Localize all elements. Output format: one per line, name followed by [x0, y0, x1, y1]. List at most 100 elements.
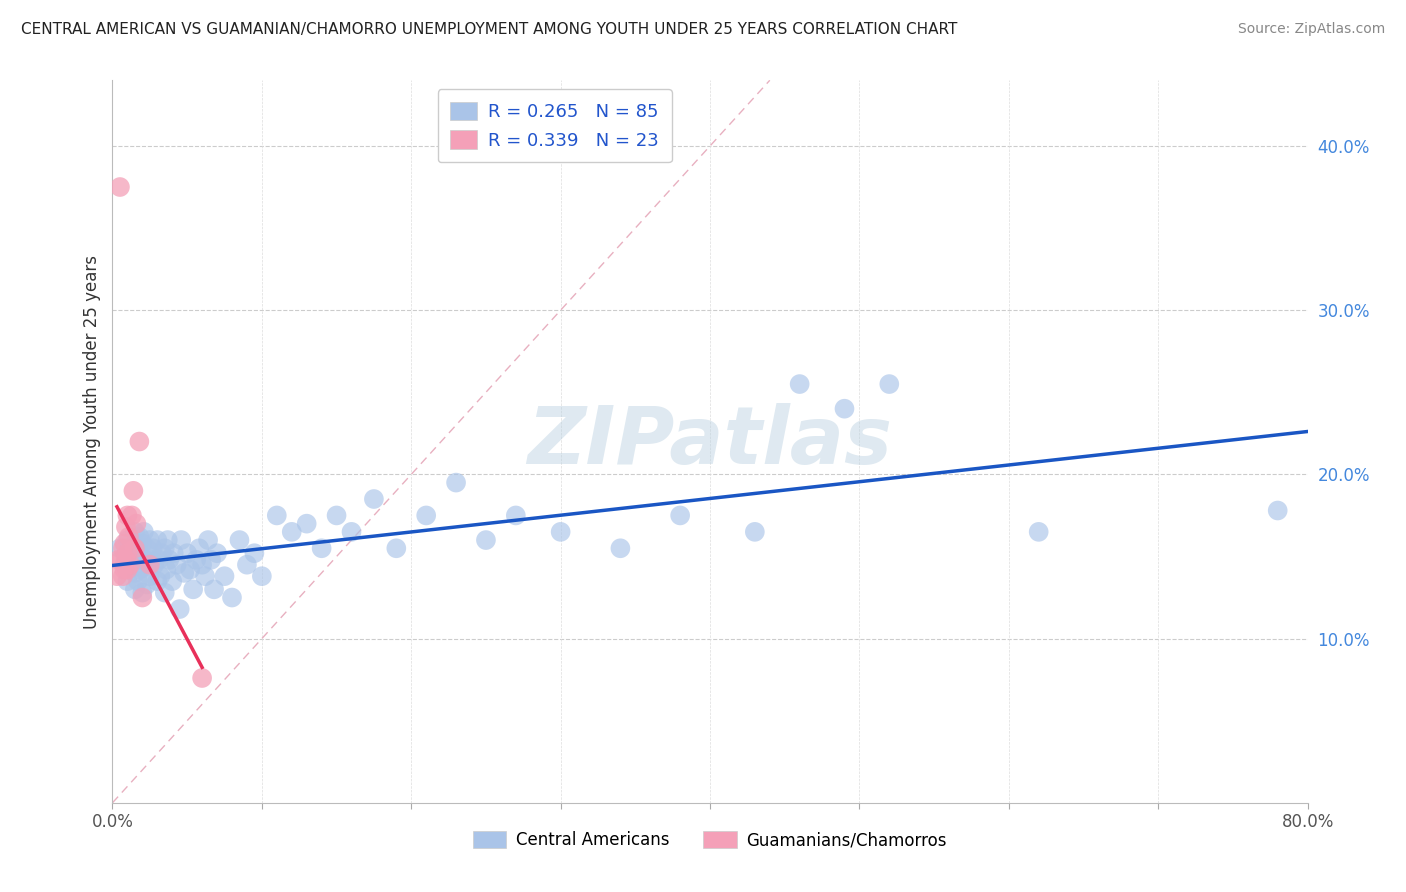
Point	[108, 541, 131, 556]
Point	[139, 533, 162, 547]
Point	[131, 591, 153, 605]
Point	[191, 558, 214, 572]
Point	[295, 516, 318, 531]
Point	[236, 558, 259, 572]
Point	[266, 508, 288, 523]
Point	[124, 582, 146, 597]
Point	[475, 533, 498, 547]
Point	[127, 574, 149, 588]
Point	[150, 546, 173, 560]
Point	[153, 585, 176, 599]
Point	[789, 377, 811, 392]
Point	[169, 602, 191, 616]
Point	[170, 533, 193, 547]
Point	[148, 553, 170, 567]
Point	[139, 569, 162, 583]
Point	[138, 558, 160, 572]
Point	[121, 508, 143, 523]
Point	[125, 516, 148, 531]
Point	[191, 671, 214, 685]
Point	[166, 558, 188, 572]
Point	[385, 541, 408, 556]
Point	[105, 569, 128, 583]
Point	[311, 541, 333, 556]
Point	[128, 434, 150, 449]
Point	[124, 566, 146, 580]
Point	[115, 553, 138, 567]
Text: Source: ZipAtlas.com: Source: ZipAtlas.com	[1237, 22, 1385, 37]
Point	[114, 563, 135, 577]
Point	[139, 558, 162, 572]
Point	[200, 553, 222, 567]
Point	[146, 574, 169, 588]
Text: CENTRAL AMERICAN VS GUAMANIAN/CHAMORRO UNEMPLOYMENT AMONG YOUTH UNDER 25 YEARS C: CENTRAL AMERICAN VS GUAMANIAN/CHAMORRO U…	[21, 22, 957, 37]
Point	[141, 553, 163, 567]
Point	[111, 569, 134, 583]
Point	[117, 563, 139, 577]
Point	[117, 508, 139, 523]
Point	[135, 541, 157, 556]
Legend: Central Americans, Guamanians/Chamorros: Central Americans, Guamanians/Chamorros	[467, 824, 953, 856]
Point	[124, 536, 146, 550]
Point	[550, 524, 572, 539]
Point	[117, 574, 139, 588]
Point	[115, 520, 138, 534]
Point	[143, 558, 166, 572]
Point	[122, 483, 145, 498]
Point	[124, 546, 146, 560]
Point	[128, 563, 150, 577]
Point	[197, 533, 219, 547]
Point	[444, 475, 467, 490]
Point	[179, 563, 201, 577]
Point	[188, 541, 211, 556]
Point	[214, 569, 236, 583]
Point	[1028, 524, 1050, 539]
Point	[129, 549, 152, 564]
Point	[117, 533, 139, 547]
Point	[114, 536, 135, 550]
Point	[146, 533, 169, 547]
Point	[250, 569, 273, 583]
Point	[363, 491, 385, 506]
Point	[111, 541, 134, 556]
Point	[120, 553, 142, 567]
Point	[118, 530, 141, 544]
Point	[669, 508, 692, 523]
Point	[156, 533, 179, 547]
Point	[125, 553, 148, 567]
Point	[114, 558, 135, 572]
Point	[124, 524, 146, 539]
Point	[149, 569, 172, 583]
Point	[155, 563, 177, 577]
Point	[205, 546, 228, 560]
Point	[186, 553, 208, 567]
Point	[131, 585, 153, 599]
Point	[181, 582, 204, 597]
Point	[744, 524, 766, 539]
Point	[325, 508, 347, 523]
Point	[609, 541, 631, 556]
Point	[120, 558, 142, 572]
Point	[135, 577, 157, 591]
Point	[124, 541, 146, 556]
Point	[1267, 503, 1289, 517]
Point	[221, 591, 243, 605]
Point	[340, 524, 363, 539]
Point	[505, 508, 527, 523]
Point	[131, 536, 153, 550]
Point	[131, 561, 153, 575]
Point	[142, 541, 165, 556]
Point	[162, 574, 183, 588]
Point	[194, 569, 217, 583]
Point	[134, 553, 156, 567]
Point	[128, 530, 150, 544]
Point	[163, 546, 186, 560]
Point	[117, 549, 139, 564]
Point	[157, 553, 180, 567]
Point	[834, 401, 856, 416]
Point	[879, 377, 901, 392]
Point	[107, 553, 129, 567]
Point	[228, 533, 250, 547]
Point	[153, 541, 176, 556]
Point	[110, 553, 132, 567]
